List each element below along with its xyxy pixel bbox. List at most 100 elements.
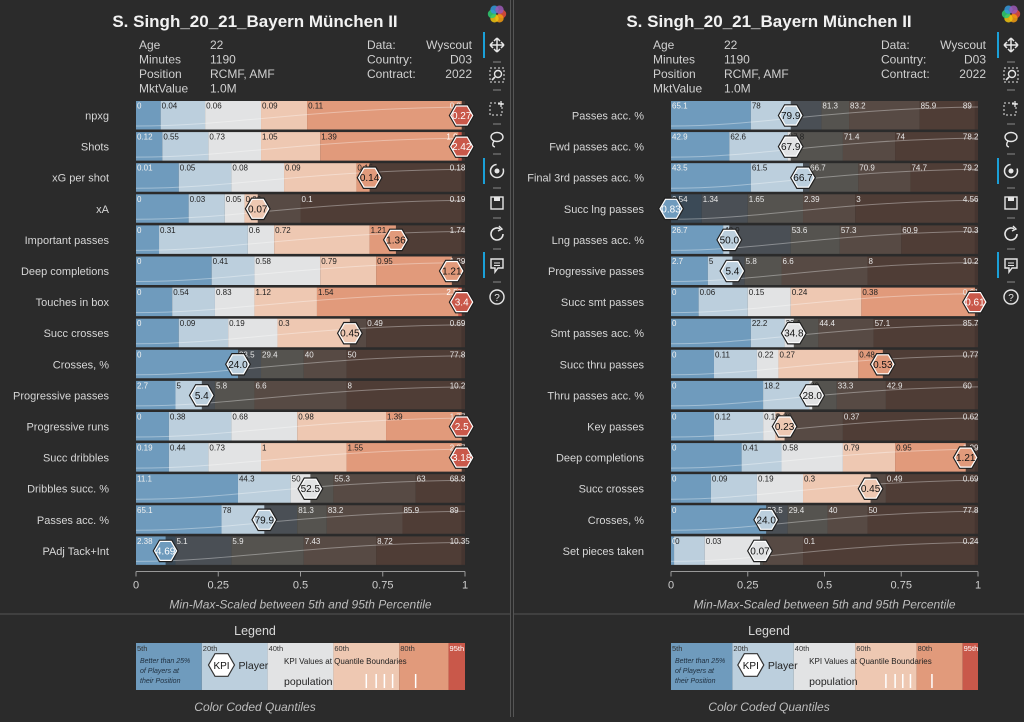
hover-icon[interactable]: [1004, 258, 1018, 275]
active-tool-indicator: [997, 158, 999, 184]
lasso-icon[interactable]: [1004, 131, 1018, 148]
quantile-threshold-label: 4.56: [963, 195, 979, 204]
quantile-band: [274, 225, 370, 255]
population-curve: [670, 541, 979, 562]
quantile-band-bg: [855, 194, 975, 224]
player-value: 0.14: [360, 173, 380, 184]
player-value: 52.5: [301, 484, 321, 495]
quantile-band: [214, 287, 255, 317]
info-value: 22: [210, 38, 224, 52]
quantile-band: [713, 412, 764, 441]
quantile-band-bg: [701, 194, 748, 224]
quantile-threshold-label: 0.01: [137, 164, 153, 173]
wheel-zoom-icon[interactable]: [1003, 163, 1019, 179]
quantile-band: [136, 505, 222, 535]
quantile-threshold-label: 2.38: [137, 537, 153, 546]
legend-better-text: Better than 25%: [675, 658, 725, 665]
save-icon[interactable]: [1004, 196, 1018, 210]
quantile-band: [297, 412, 387, 441]
reset-icon[interactable]: [1004, 225, 1018, 241]
player-marker: [384, 229, 408, 250]
quantile-threshold-label: 74.7: [911, 164, 927, 173]
quantile-band-bg: [303, 349, 347, 379]
box-select-icon[interactable]: [1003, 101, 1018, 116]
box-select-plus: [498, 101, 504, 107]
quantile-band: [316, 287, 459, 317]
player-marker: [779, 136, 803, 157]
quantile-threshold-label: 0.62: [963, 413, 979, 422]
quantile-threshold-label: 10.2: [963, 257, 979, 266]
zoom-icon[interactable]: [1003, 67, 1019, 83]
help-icon[interactable]: ?: [489, 289, 505, 305]
box-select-plus: [1012, 101, 1018, 107]
x-tick-label: 0: [133, 580, 139, 592]
wheel-zoom-circle: [1003, 163, 1019, 179]
player-marker: [440, 260, 464, 282]
wheel-zoom-circle: [489, 163, 505, 179]
quantile-band-bg: [858, 163, 911, 193]
quantile-band: [698, 287, 748, 317]
lasso-icon[interactable]: [490, 131, 504, 148]
quantile-threshold-label: 0.04: [162, 102, 178, 111]
kpi-row: 00.410.580.790.951.29Deep completions1.2…: [21, 256, 466, 287]
quantile-band-bg: [461, 349, 465, 379]
help-icon[interactable]: ?: [1003, 289, 1019, 305]
legend-graphic: 5th 20th 40th 60th 80th 95th Better than 25% of…: [136, 643, 465, 690]
x-tick-label: 0.25: [737, 580, 758, 592]
quantile-band: [790, 287, 862, 317]
quantile-threshold-label: 2.39: [804, 195, 820, 204]
legend-kpi-text: KPI Values at Quantile Boundaries: [284, 657, 407, 666]
player-value: 79.9: [781, 111, 801, 122]
reset-icon[interactable]: [490, 225, 504, 241]
quantile-threshold-label: 0: [672, 413, 677, 422]
quantile-threshold-label: 0.19: [229, 319, 245, 328]
chart-panel-right: S. Singh_20_21_Bayern München II Age 22 Min…: [513, 0, 1024, 717]
population-curve: [670, 417, 979, 438]
quantile-band-bg: [803, 194, 856, 224]
quantile-threshold-label: 11.1: [137, 475, 153, 484]
info-label: Age: [139, 38, 161, 52]
quantile-band: [136, 287, 173, 317]
legend-quantile-label: 20th: [733, 644, 748, 653]
quantile-threshold-label: 0.09: [285, 164, 301, 173]
save-icon[interactable]: [490, 196, 504, 210]
zoom-icon[interactable]: [489, 67, 505, 83]
wheel-zoom-icon[interactable]: [489, 163, 505, 179]
quantile-threshold-label: 0.03: [706, 537, 722, 546]
quantile-threshold-label: 57.1: [875, 319, 891, 328]
x-axis-label: Min-Max-Scaled between 5th and 95th Perc…: [693, 598, 955, 612]
population-curve: [670, 262, 979, 282]
move-icon[interactable]: [489, 37, 505, 53]
quantile-threshold-label: 5.9: [232, 537, 244, 546]
legend-kpi-label: KPI: [213, 661, 229, 672]
x-tick-label: 0.75: [891, 580, 912, 592]
quantile-threshold-label: 89: [450, 506, 459, 515]
quantile-band: [261, 101, 308, 130]
quantile-band: [208, 443, 262, 473]
chart-title: S. Singh_20_21_Bayern München II: [112, 12, 397, 31]
info-value: D03: [964, 53, 986, 67]
kpi-row: 0.12 0.55 0.73 1.05 1.39 1.9 Shots 2.42: [81, 132, 475, 163]
population-curve: [670, 510, 979, 531]
quantile-threshold-label: 0.24: [963, 537, 979, 546]
quantile-threshold-label: 0: [672, 475, 677, 484]
box-select-icon[interactable]: [489, 101, 504, 116]
quantile-band: [188, 194, 225, 224]
quantile-threshold-label: 0.05: [226, 195, 242, 204]
kpi-row: 2.7 5 5.8 6.6 8 10.2 Progressive passes 5.4: [13, 380, 466, 412]
quantile-threshold-label: 0.06: [206, 102, 222, 111]
quantile-band: [254, 287, 317, 317]
quantile-band-bg: [415, 474, 462, 504]
quantile-band-bg: [974, 412, 978, 441]
move-glyph: [489, 37, 505, 53]
quantile-threshold-label: 0.11: [715, 350, 731, 359]
move-icon[interactable]: [1003, 37, 1019, 53]
hover-icon[interactable]: [490, 258, 504, 275]
population-curve: [135, 199, 466, 220]
quantile-band: [778, 349, 859, 379]
x-tick-label: 0.5: [817, 580, 832, 592]
player-value: 1.36: [386, 235, 406, 246]
quantile-band: [178, 318, 229, 348]
